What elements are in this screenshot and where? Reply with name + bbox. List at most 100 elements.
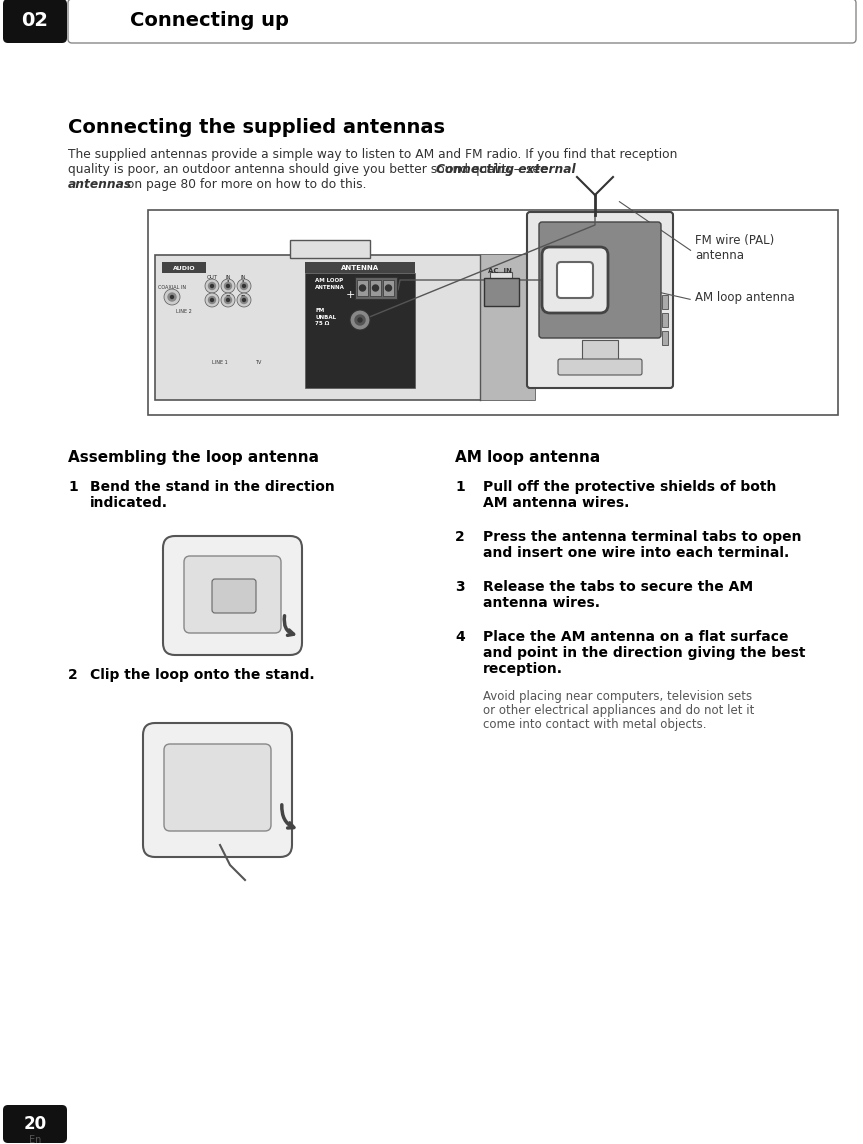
FancyBboxPatch shape xyxy=(480,255,535,400)
Text: TV: TV xyxy=(255,360,261,365)
Circle shape xyxy=(221,293,235,307)
FancyBboxPatch shape xyxy=(162,262,206,273)
Circle shape xyxy=(224,296,231,303)
Circle shape xyxy=(358,318,362,321)
FancyBboxPatch shape xyxy=(305,262,415,273)
FancyBboxPatch shape xyxy=(357,280,368,296)
FancyBboxPatch shape xyxy=(582,340,618,362)
Circle shape xyxy=(350,310,370,329)
Text: IN: IN xyxy=(240,275,246,280)
Text: AM LOOP
ANTENNA: AM LOOP ANTENNA xyxy=(315,278,345,289)
Text: OUT: OUT xyxy=(206,275,217,280)
Text: Place the AM antenna on a flat surface: Place the AM antenna on a flat surface xyxy=(483,630,789,644)
Circle shape xyxy=(237,279,251,293)
Circle shape xyxy=(171,295,173,299)
Text: 1: 1 xyxy=(68,480,78,494)
Text: L: L xyxy=(226,280,230,285)
Circle shape xyxy=(243,285,245,287)
FancyBboxPatch shape xyxy=(163,537,302,656)
Text: Assembling the loop antenna: Assembling the loop antenna xyxy=(68,450,319,464)
Text: FM wire (PAL)
antenna: FM wire (PAL) antenna xyxy=(695,235,774,262)
Text: 02: 02 xyxy=(22,11,48,31)
Text: LINE 1: LINE 1 xyxy=(212,360,228,365)
FancyBboxPatch shape xyxy=(355,277,397,299)
Text: Release the tabs to secure the AM: Release the tabs to secure the AM xyxy=(483,580,753,594)
Text: +: + xyxy=(345,289,355,300)
FancyBboxPatch shape xyxy=(527,212,673,388)
FancyBboxPatch shape xyxy=(370,280,381,296)
Circle shape xyxy=(211,299,213,302)
Circle shape xyxy=(205,293,219,307)
Text: antenna wires.: antenna wires. xyxy=(483,596,600,610)
Circle shape xyxy=(209,283,216,289)
Text: come into contact with metal objects.: come into contact with metal objects. xyxy=(483,718,707,731)
Text: indicated.: indicated. xyxy=(90,496,168,510)
Circle shape xyxy=(237,293,251,307)
FancyBboxPatch shape xyxy=(212,579,256,613)
Circle shape xyxy=(205,279,219,293)
FancyBboxPatch shape xyxy=(490,272,512,280)
FancyBboxPatch shape xyxy=(305,273,415,388)
Text: IN: IN xyxy=(225,275,230,280)
FancyBboxPatch shape xyxy=(184,556,281,633)
Text: antennas: antennas xyxy=(68,178,132,191)
FancyBboxPatch shape xyxy=(539,222,661,337)
Text: AM antenna wires.: AM antenna wires. xyxy=(483,496,629,510)
Text: or other electrical appliances and do not let it: or other electrical appliances and do no… xyxy=(483,704,754,717)
FancyBboxPatch shape xyxy=(143,723,292,857)
Circle shape xyxy=(241,296,248,303)
Circle shape xyxy=(221,279,235,293)
Text: AM loop antenna: AM loop antenna xyxy=(455,450,601,464)
Text: Connecting external: Connecting external xyxy=(436,162,576,176)
Circle shape xyxy=(211,285,213,287)
Circle shape xyxy=(224,283,231,289)
Text: R: R xyxy=(241,295,245,300)
Text: 2: 2 xyxy=(68,668,78,682)
Text: COAXIAL IN: COAXIAL IN xyxy=(158,285,186,289)
FancyBboxPatch shape xyxy=(3,1105,67,1143)
FancyBboxPatch shape xyxy=(558,359,642,375)
Text: 20: 20 xyxy=(23,1115,47,1133)
Text: L: L xyxy=(241,280,245,285)
Circle shape xyxy=(168,293,176,301)
Text: AUDIO: AUDIO xyxy=(173,265,195,270)
Text: Press the antenna terminal tabs to open: Press the antenna terminal tabs to open xyxy=(483,530,802,545)
Text: 4: 4 xyxy=(455,630,465,644)
Text: 1: 1 xyxy=(455,480,465,494)
Text: reception.: reception. xyxy=(483,662,563,676)
Text: En: En xyxy=(28,1135,41,1144)
Text: AM loop antenna: AM loop antenna xyxy=(695,292,795,304)
Circle shape xyxy=(243,299,245,302)
FancyBboxPatch shape xyxy=(662,313,668,327)
Text: AC  IN: AC IN xyxy=(488,268,512,275)
FancyBboxPatch shape xyxy=(662,331,668,345)
FancyBboxPatch shape xyxy=(290,240,370,259)
Circle shape xyxy=(360,285,366,291)
Text: ANTENNA: ANTENNA xyxy=(341,264,379,270)
FancyBboxPatch shape xyxy=(3,0,67,43)
Text: FM
UNBAL
75 Ω: FM UNBAL 75 Ω xyxy=(315,308,336,326)
FancyBboxPatch shape xyxy=(68,0,856,43)
Text: Bend the stand in the direction: Bend the stand in the direction xyxy=(90,480,335,494)
Circle shape xyxy=(226,299,230,302)
Circle shape xyxy=(209,296,216,303)
Text: 3: 3 xyxy=(455,580,464,594)
FancyBboxPatch shape xyxy=(484,278,519,305)
Text: Pull off the protective shields of both: Pull off the protective shields of both xyxy=(483,480,777,494)
Circle shape xyxy=(386,285,392,291)
Text: Connecting up: Connecting up xyxy=(130,11,289,31)
Text: The supplied antennas provide a simple way to listen to AM and FM radio. If you : The supplied antennas provide a simple w… xyxy=(68,148,677,161)
FancyBboxPatch shape xyxy=(383,280,394,296)
Text: R: R xyxy=(225,295,230,300)
Text: Connecting the supplied antennas: Connecting the supplied antennas xyxy=(68,118,445,137)
Text: Clip the loop onto the stand.: Clip the loop onto the stand. xyxy=(90,668,315,682)
FancyBboxPatch shape xyxy=(662,295,668,309)
Text: and insert one wire into each terminal.: and insert one wire into each terminal. xyxy=(483,546,790,561)
Circle shape xyxy=(355,315,365,325)
Text: and point in the direction giving the best: and point in the direction giving the be… xyxy=(483,646,805,660)
Text: 2: 2 xyxy=(455,530,465,545)
Circle shape xyxy=(164,289,180,305)
FancyBboxPatch shape xyxy=(542,247,608,313)
Text: LINE 2: LINE 2 xyxy=(176,309,192,313)
Text: on page 80 for more on how to do this.: on page 80 for more on how to do this. xyxy=(123,178,367,191)
